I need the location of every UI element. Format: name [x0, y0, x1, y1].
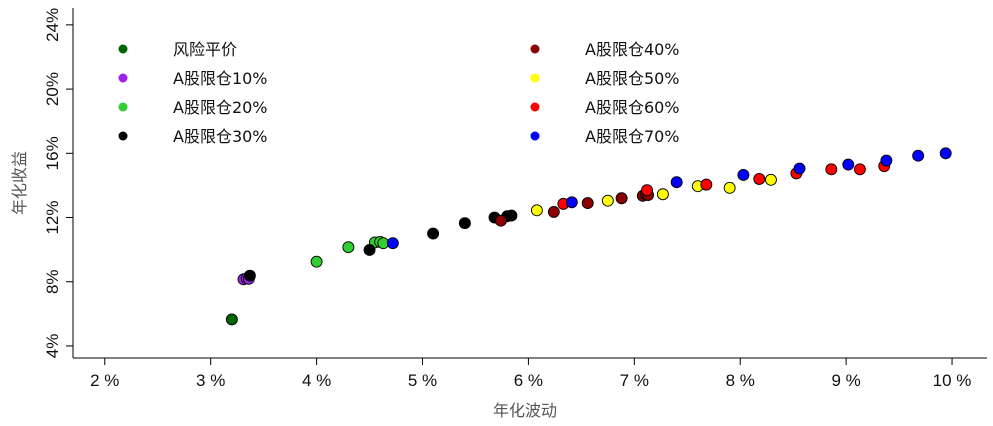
legend-label: A股限仓30%: [173, 127, 268, 146]
data-point: [615, 192, 628, 205]
x-tick-label: 6 %: [514, 371, 543, 390]
x-tick-label: 3 %: [196, 371, 225, 390]
x-axis-title: 年化波动: [493, 401, 557, 420]
data-point: [458, 217, 471, 230]
data-point: [723, 181, 736, 194]
data-point: [737, 169, 750, 181]
x-tick-label: 10 %: [933, 371, 972, 390]
y-tick-label: 24%: [43, 8, 62, 42]
data-point: [939, 147, 952, 160]
data-point: [700, 178, 713, 191]
data-point: [793, 162, 806, 175]
legend-label: 风险平价: [173, 40, 237, 59]
data-point: [656, 188, 669, 201]
data-point: [880, 154, 893, 167]
data-point: [386, 237, 399, 250]
data-point: [427, 227, 440, 240]
legend-label: A股限仓40%: [585, 40, 680, 59]
data-point: [494, 214, 507, 227]
data-point: [547, 205, 560, 218]
data-point: [764, 173, 777, 186]
data-point: [842, 158, 855, 171]
y-tick-label: 4%: [43, 334, 62, 359]
data-point: [825, 163, 838, 176]
data-point: [601, 194, 614, 207]
data-point: [753, 173, 766, 185]
plot-frame: [72, 8, 987, 359]
x-tick-label: 9 %: [831, 371, 860, 390]
legend-label: A股限仓20%: [173, 98, 268, 117]
x-tick-label: 2 %: [90, 371, 119, 390]
data-point: [581, 197, 594, 210]
legend-label: A股限仓60%: [585, 98, 680, 117]
legend-label: A股限仓70%: [585, 127, 680, 146]
x-axis: 2 % 3 % 4 % 5 % 6 % 7 % 8 % 9 % 10 %: [90, 358, 971, 390]
data-point: [565, 196, 578, 209]
data-point: [670, 176, 683, 189]
legend: 风险平价 A股限仓10% A股限仓20% A股限仓30% A股限仓40% A股限仓50% A…: [118, 40, 680, 146]
data-point: [310, 255, 323, 268]
y-tick-label: 12%: [43, 201, 62, 235]
legend-marker: [530, 102, 540, 112]
data-points: [225, 147, 952, 326]
data-point: [363, 243, 376, 256]
data-point: [243, 269, 256, 282]
data-point: [342, 241, 355, 254]
legend-marker: [530, 44, 540, 54]
data-point: [530, 204, 543, 217]
y-tick-label: 8%: [43, 269, 62, 294]
data-point: [912, 149, 925, 162]
x-tick-label: 4 %: [302, 371, 331, 390]
legend-marker: [118, 44, 128, 54]
data-point: [641, 184, 653, 197]
y-tick-label: 20%: [43, 72, 62, 106]
x-tick-label: 5 %: [408, 371, 437, 390]
data-point: [225, 313, 238, 326]
data-point: [505, 209, 518, 222]
legend-marker: [118, 102, 128, 112]
y-axis-title: 年化收益: [10, 151, 29, 215]
x-tick-label: 7 %: [620, 371, 649, 390]
legend-marker: [530, 131, 540, 141]
data-point: [853, 163, 866, 176]
legend-marker: [118, 73, 128, 83]
legend-marker: [530, 73, 540, 83]
y-axis: 4% 8% 12% 16% 20% 24%: [43, 8, 73, 358]
x-tick-label: 8 %: [726, 371, 755, 390]
legend-marker: [118, 131, 128, 141]
y-tick-label: 16%: [43, 136, 62, 170]
legend-label: A股限仓50%: [585, 69, 680, 88]
legend-label: A股限仓10%: [173, 69, 268, 88]
